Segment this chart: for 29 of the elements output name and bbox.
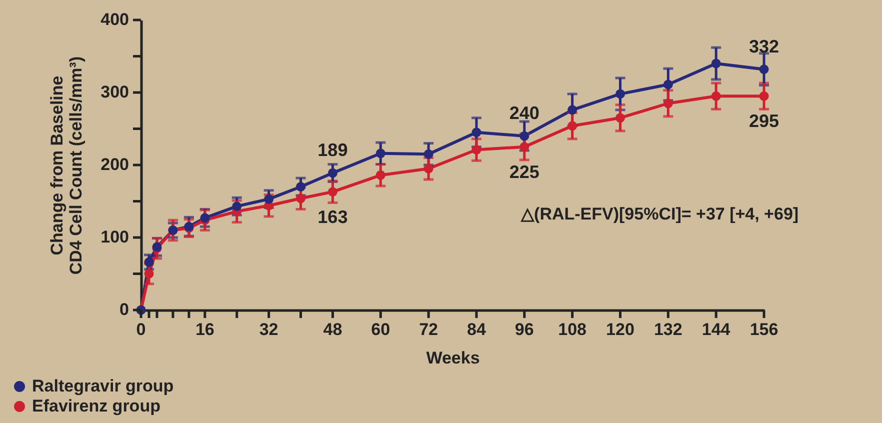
x-tick-label: 144 [702, 320, 731, 339]
y-tick-label: 300 [100, 82, 129, 102]
x-tick-label: 96 [514, 320, 534, 339]
x-tick-label: 16 [195, 320, 214, 339]
y-axis-title: Change from Baseline CD4 Cell Count (cells/mm³) [48, 56, 86, 275]
x-tick-label: 60 [371, 320, 390, 339]
annotation: 189 [318, 140, 348, 160]
annotation: △(RAL-EFV)[95%CI]= +37 [+4, +69] [520, 204, 799, 224]
annotation: 332 [748, 36, 780, 56]
annotation: 163 [318, 206, 348, 227]
x-tick-label: 72 [419, 320, 438, 339]
annotation: 295 [748, 111, 780, 132]
x-tick-label: 48 [323, 320, 342, 339]
annotation: 240 [509, 103, 540, 123]
annotation: 225 [509, 162, 540, 182]
x-tick-label: 32 [259, 320, 278, 339]
legend-label: Efavirenz group [32, 396, 160, 416]
x-tick-label: 0 [136, 320, 146, 339]
x-tick-label: 156 [750, 320, 778, 339]
x-tick-label: 108 [558, 320, 586, 339]
y-tick-label: 200 [100, 155, 129, 174]
y-tick-label: 0 [120, 300, 129, 319]
legend-label: Raltegravir group [32, 376, 174, 396]
x-tick-label: 120 [606, 320, 634, 339]
x-axis-title: Weeks [426, 348, 480, 368]
y-tick-label: 100 [100, 228, 129, 246]
x-tick-label: 84 [467, 320, 486, 339]
x-tick-label: 132 [654, 320, 682, 339]
y-tick-label: 400 [100, 10, 129, 29]
